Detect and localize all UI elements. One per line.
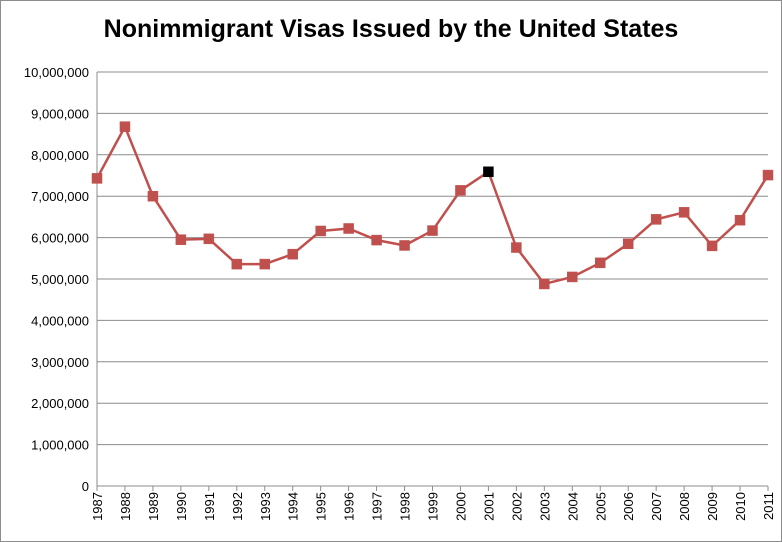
data-point-marker [650,214,662,225]
series-markers [91,121,774,290]
x-tick-label: 1987 [90,492,105,521]
y-tick-label: 6,000,000 [31,231,89,246]
x-tick-label: 1996 [342,492,357,521]
y-tick-label: 8,000,000 [31,148,89,163]
x-tick-label: 2010 [733,492,748,521]
x-tick-label: 1988 [118,492,133,521]
y-tick-label: 9,000,000 [31,106,89,121]
x-tick-label: 2005 [593,492,608,521]
data-point-marker [119,121,131,132]
x-tick-label: 2006 [621,492,636,521]
data-point-marker [734,214,746,226]
x-tick-label: 2003 [537,492,552,521]
x-tick-label: 2011 [761,492,776,520]
x-tick-label: 2008 [677,492,692,521]
data-point-marker [91,173,103,184]
data-point-marker [622,238,634,250]
data-point-marker [399,240,410,251]
x-tick-label: 1995 [314,492,329,521]
data-point-marker [567,271,578,283]
data-point-marker [259,258,270,270]
x-tick-label: 1992 [230,492,245,521]
x-axis-tick-labels: 1987 1988 1989 1990 1991 1992 1993 1994 1995 1996… [90,492,776,521]
x-tick-label: 2001 [481,492,496,521]
x-tick-label: 1998 [398,492,413,521]
x-tick-label: 1997 [370,492,385,521]
chart-title: Nonimmigrant Visas Issued by the United … [103,15,679,43]
x-tick-label: 1994 [286,492,301,521]
axes [96,72,769,491]
y-axis-tick-labels: 0 1,000,000 2,000,000 3,000,000 4,000,000 5,0… [24,65,89,494]
y-tick-label: 1,000,000 [31,438,89,453]
data-point-marker [147,190,159,202]
y-tick-label: 4,000,000 [31,313,89,328]
data-point-marker [315,225,326,237]
y-tick-label: 5,000,000 [31,272,89,287]
data-point-marker [539,278,550,290]
y-tick-label: 0 [82,479,89,494]
y-tick-label: 7,000,000 [31,189,89,204]
data-point-marker [343,223,354,234]
x-tick-label: 1993 [258,492,273,521]
data-point-marker [287,248,298,260]
y-tick-label: 10,000,000 [24,65,89,80]
x-tick-label: 2002 [509,492,524,521]
data-point-marker [203,233,215,245]
data-point-marker [455,185,466,196]
highlighted-data-point-marker [483,166,494,178]
y-tick-label: 3,000,000 [31,355,89,370]
series-line-path [95,125,770,286]
data-point-marker [595,257,606,269]
data-point-marker [706,240,718,252]
gridlines [97,71,768,446]
data-point-marker [427,225,438,236]
data-point-marker [511,242,522,253]
x-tick-label: 2000 [453,492,468,521]
data-point-marker [762,169,774,181]
data-point-marker [678,207,690,218]
x-tick-label: 2009 [705,492,720,521]
x-tick-label: 2004 [565,492,580,521]
data-point-marker [371,234,382,246]
x-tick-label: 1989 [146,492,161,521]
x-tick-label: 1999 [426,492,441,521]
data-point-marker [175,234,187,245]
x-tick-label: 1990 [174,492,189,521]
x-tick-label: 2007 [649,492,664,521]
data-point-marker [231,258,243,270]
y-tick-label: 2,000,000 [31,396,89,411]
x-tick-label: 1991 [202,492,217,521]
series-line [95,125,770,286]
